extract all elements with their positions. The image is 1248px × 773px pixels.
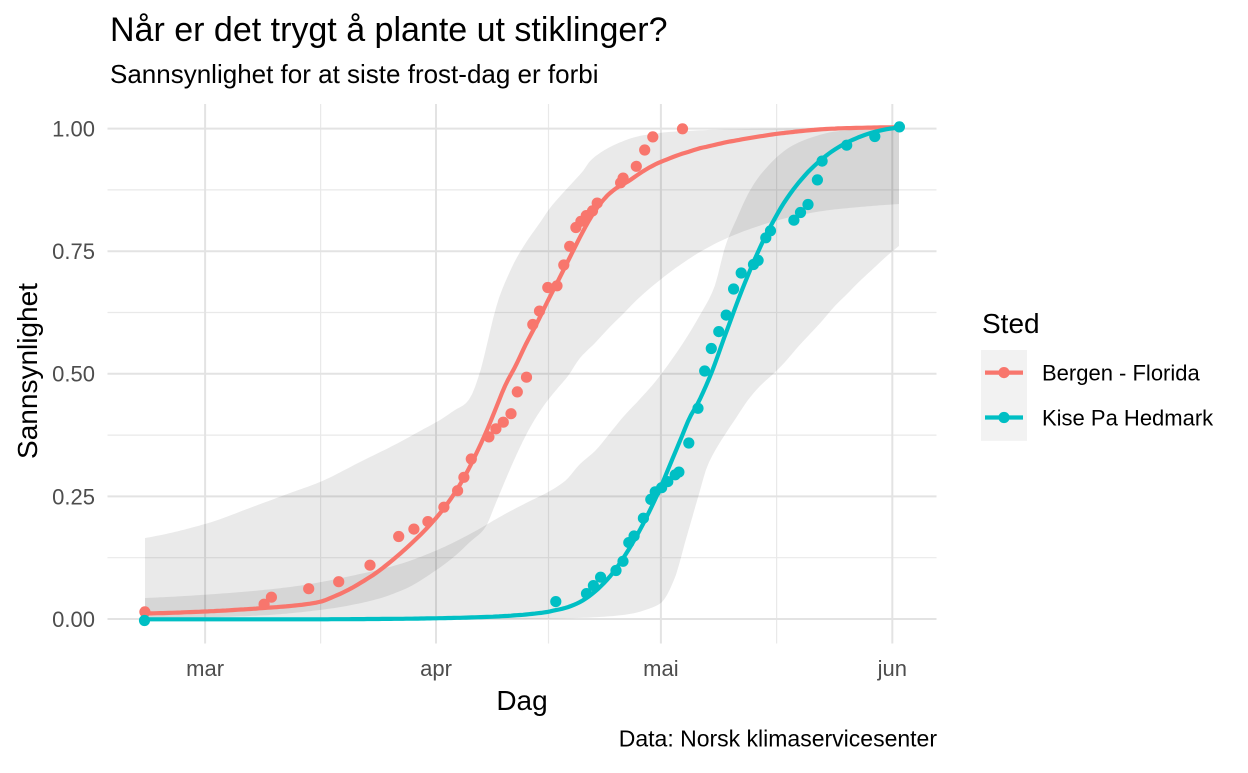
svg-text:Sannsynlighet for at siste fro: Sannsynlighet for at siste frost-dag er … bbox=[110, 59, 598, 89]
svg-text:Sted: Sted bbox=[982, 308, 1040, 339]
svg-text:Sannsynlighet: Sannsynlighet bbox=[12, 283, 43, 459]
svg-text:Dag: Dag bbox=[496, 685, 547, 716]
svg-text:mai: mai bbox=[643, 656, 678, 681]
svg-text:Data: Norsk klimaservicesenter: Data: Norsk klimaservicesenter bbox=[619, 726, 938, 752]
svg-text:mar: mar bbox=[186, 656, 224, 681]
svg-text:1.00: 1.00 bbox=[52, 117, 95, 142]
svg-text:apr: apr bbox=[420, 656, 452, 681]
svg-text:0.75: 0.75 bbox=[52, 239, 95, 264]
svg-text:Bergen - Florida: Bergen - Florida bbox=[1042, 361, 1201, 386]
svg-text:0.50: 0.50 bbox=[52, 362, 95, 387]
svg-text:0.25: 0.25 bbox=[52, 484, 95, 509]
svg-text:jun: jun bbox=[877, 656, 907, 681]
svg-text:Når er det trygt å plante ut s: Når er det trygt å plante ut stiklinger? bbox=[110, 11, 668, 49]
svg-text:Kise Pa Hedmark: Kise Pa Hedmark bbox=[1042, 405, 1214, 430]
svg-text:0.00: 0.00 bbox=[52, 607, 95, 632]
